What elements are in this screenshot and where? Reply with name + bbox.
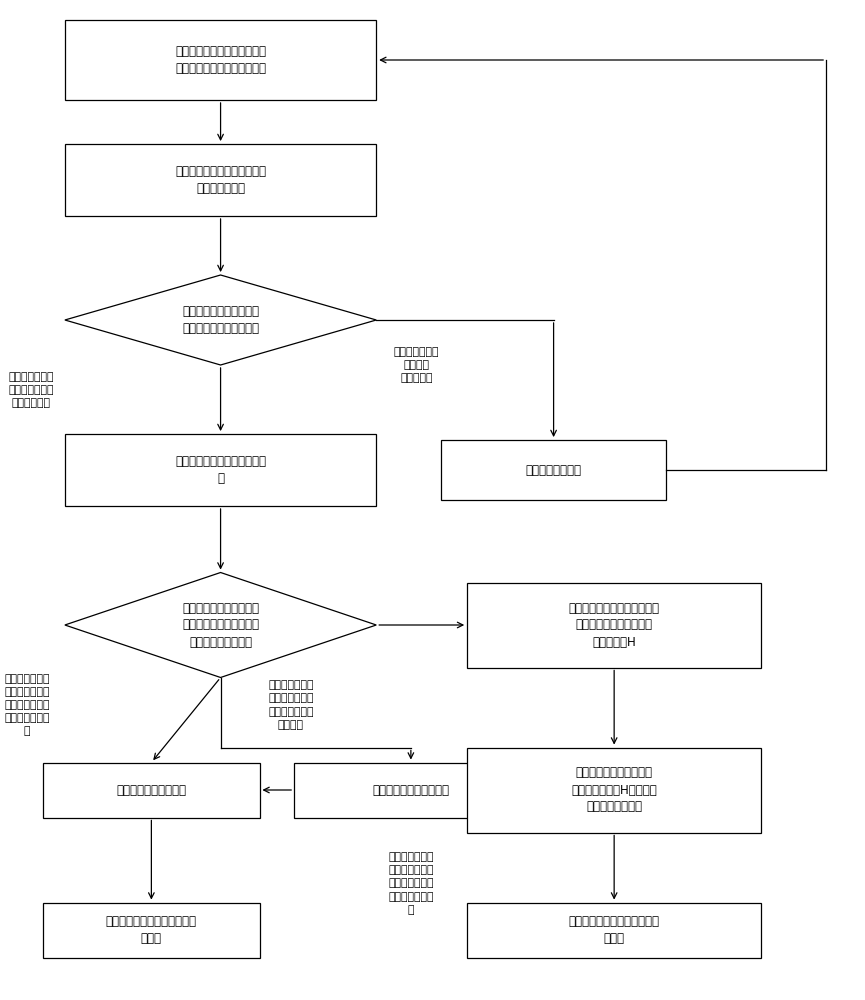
Text: 发起多次自动转入交易: 发起多次自动转入交易: [117, 784, 186, 796]
Text: 不发起多次自动转入交易: 不发起多次自动转入交易: [372, 784, 450, 796]
FancyBboxPatch shape: [467, 582, 761, 668]
Text: 判断未花费交易输出的比
例与特定比例的大小关系: 判断未花费交易输出的比 例与特定比例的大小关系: [182, 305, 260, 335]
Text: 确认高度低于特定区块的所有
区块中未花费交易输出的比例: 确认高度低于特定区块的所有 区块中未花费交易输出的比例: [175, 45, 266, 75]
FancyBboxPatch shape: [294, 762, 528, 818]
Text: 未花费交易输出
的确认次数大于
或者等于其对应
的必要的确认次
数: 未花费交易输出 的确认次数大于 或者等于其对应 的必要的确认次 数: [388, 852, 433, 915]
Polygon shape: [65, 275, 376, 365]
Text: 确定未花费交易输出的确认次
数: 确定未花费交易输出的确认次 数: [175, 455, 266, 485]
Text: 未花费交易输出
的确认次数大于
或者等于其对应
的必要的确认次
数: 未花费交易输出 的确认次数大于 或者等于其对应 的必要的确认次 数: [4, 674, 50, 736]
FancyBboxPatch shape: [43, 902, 260, 958]
Text: 未花费交易输出
的比例小于或者
等于特定比例: 未花费交易输出 的比例小于或者 等于特定比例: [9, 372, 54, 408]
Polygon shape: [65, 572, 376, 678]
Text: 判断未花费交易输出的确
认次数与其对应的必要的
确认次数的大小关系: 判断未花费交易输出的确 认次数与其对应的必要的 确认次数的大小关系: [182, 601, 260, 648]
Text: 删除已将未花费交易输出转移
的区块: 删除已将未花费交易输出转移 的区块: [106, 915, 197, 945]
FancyBboxPatch shape: [441, 440, 666, 500]
Text: 未花费交易输出
的确认次数小于
其对应的必要的
确认次数: 未花费交易输出 的确认次数小于 其对应的必要的 确认次数: [268, 680, 314, 730]
FancyBboxPatch shape: [65, 144, 376, 216]
FancyBboxPatch shape: [65, 434, 376, 506]
Text: 未花费交易输出
的比例大
于特定比例: 未花费交易输出 的比例大 于特定比例: [394, 347, 439, 383]
FancyBboxPatch shape: [65, 20, 376, 100]
FancyBboxPatch shape: [43, 762, 260, 818]
FancyBboxPatch shape: [467, 748, 761, 832]
FancyBboxPatch shape: [467, 902, 761, 958]
Text: 将未花费交易输出的比例与特
定比例进行比较: 将未花费交易输出的比例与特 定比例进行比较: [175, 165, 266, 195]
Text: 设定新的特定区块: 设定新的特定区块: [526, 464, 581, 477]
Text: 删除已将未花费交易输出转移
的区块: 删除已将未花费交易输出转移 的区块: [568, 915, 660, 945]
Text: 将确认次数小于其必要确认次
数的未花费交易输出所在
的区块记为H: 将确认次数小于其必要确认次 数的未花费交易输出所在 的区块记为H: [568, 601, 660, 648]
Text: 发起多次自动转入交易，
只转移高度低于H的区块中
的未花费交易输出: 发起多次自动转入交易， 只转移高度低于H的区块中 的未花费交易输出: [571, 766, 657, 814]
